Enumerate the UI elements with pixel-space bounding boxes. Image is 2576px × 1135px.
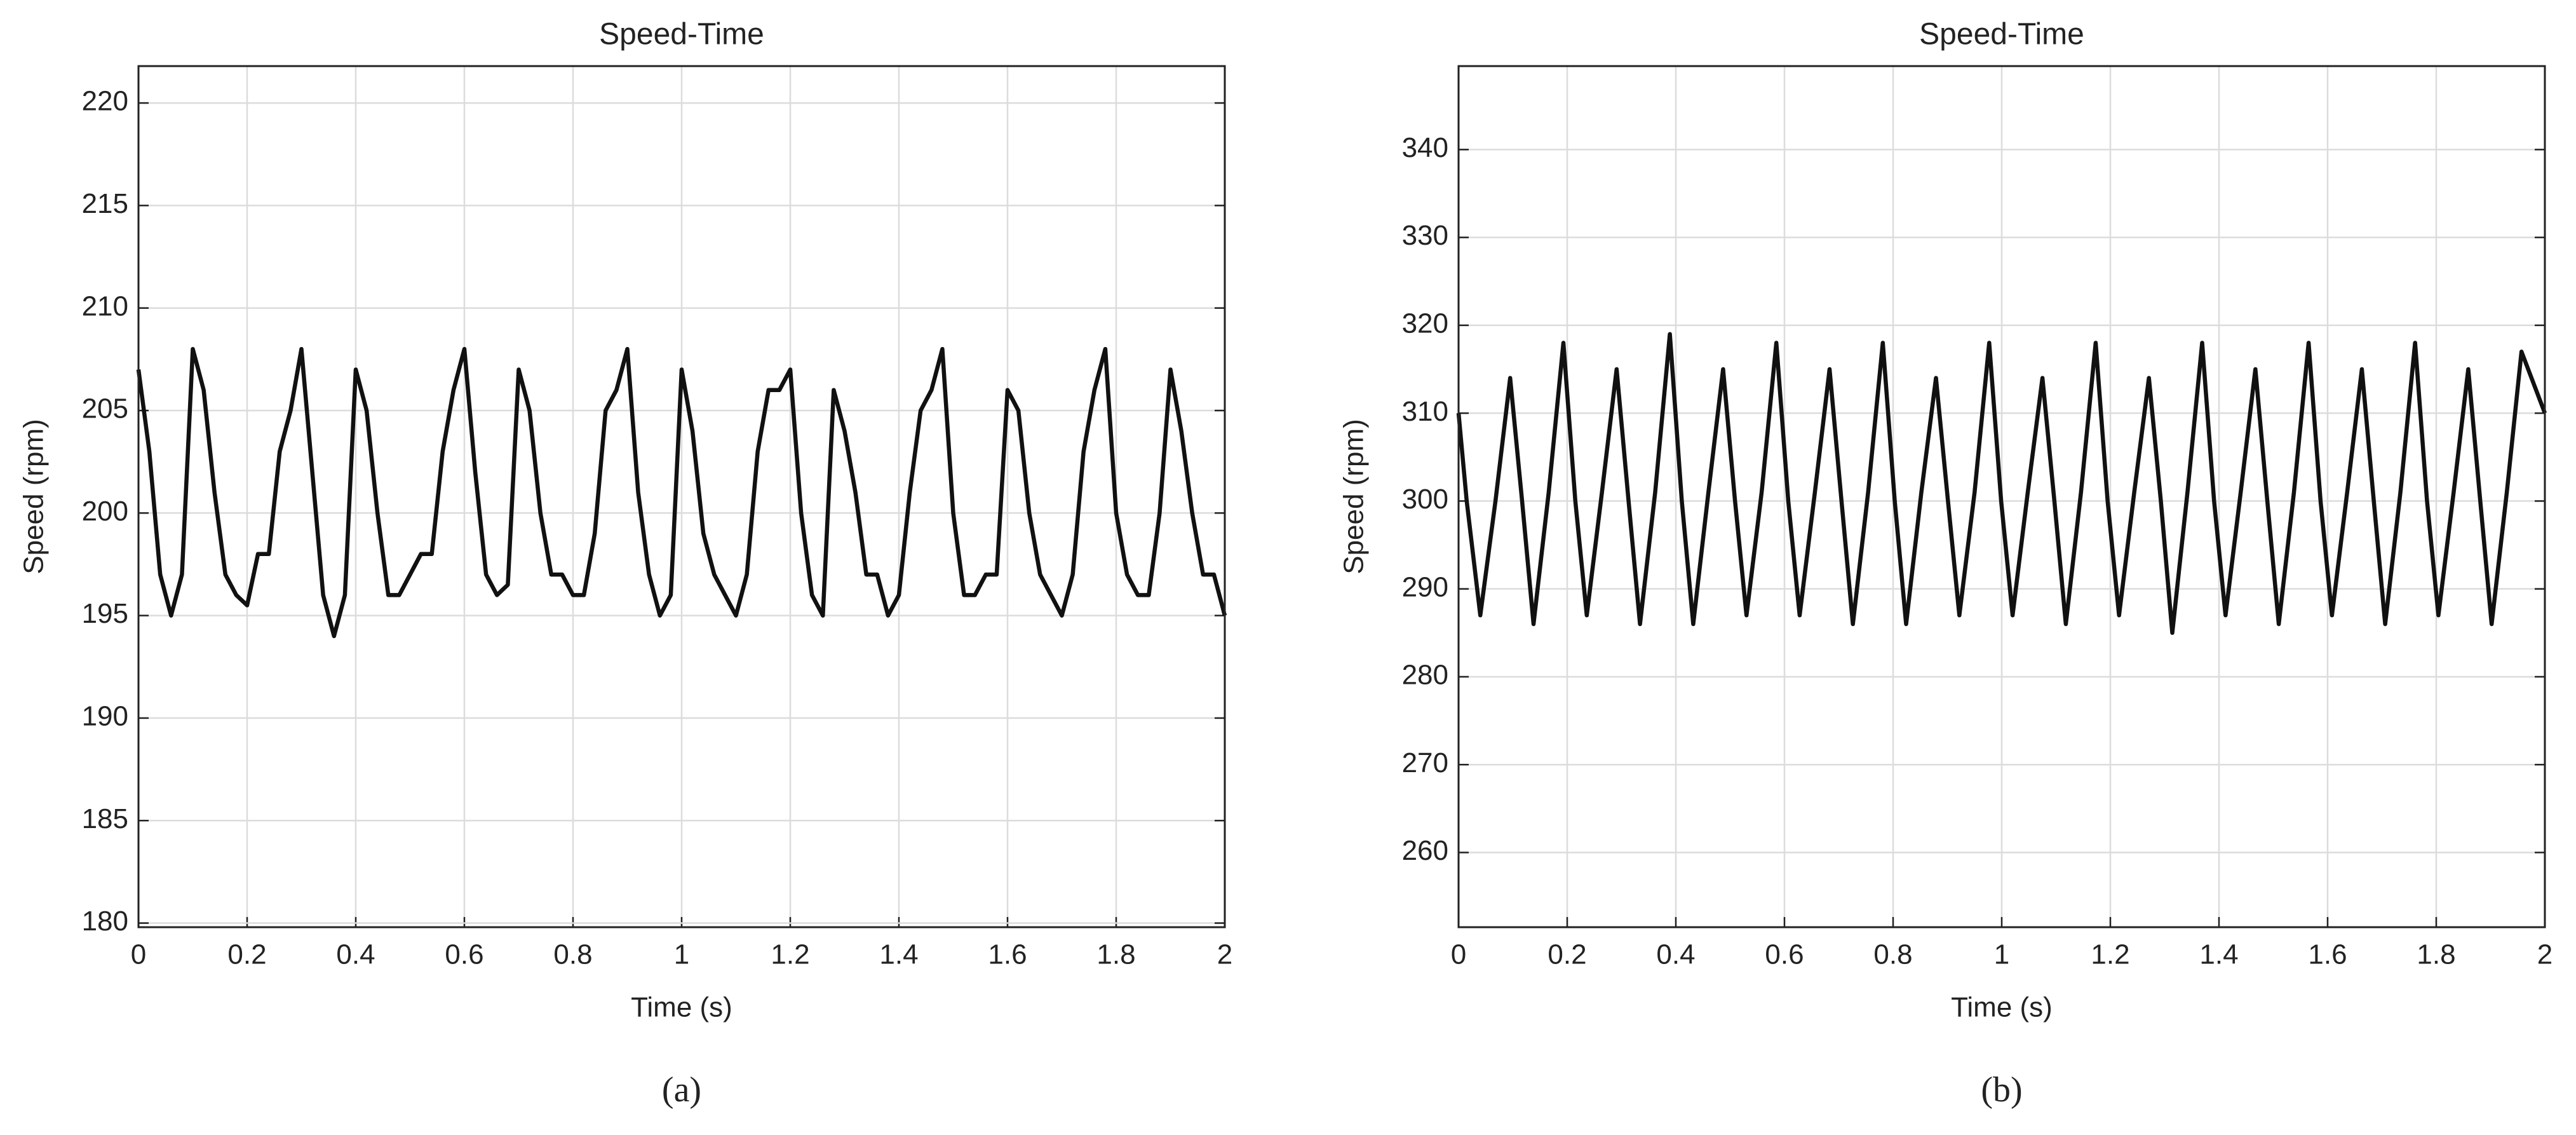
chart-title: Speed-Time (1919, 18, 2084, 51)
x-tick-label: 1.2 (2091, 939, 2129, 970)
x-axis-label: Time (s) (1951, 992, 2053, 1023)
speed-line (136, 346, 1227, 639)
x-tick-label: 1.8 (1096, 939, 1135, 970)
x-tick-label: 0.8 (553, 939, 592, 970)
axes-box (137, 65, 1226, 928)
x-tick-label: 0.2 (227, 939, 266, 970)
y-tick-label: 260 (1402, 835, 1448, 866)
x-tick-label: 0.4 (1656, 939, 1695, 970)
y-tick-label: 300 (1402, 484, 1448, 515)
x-tick-label: 2 (1217, 939, 1232, 970)
x-tick-label: 1.6 (2308, 939, 2347, 970)
caption: (b) (1981, 1070, 2022, 1110)
y-tick-label: 220 (82, 86, 128, 117)
axes-box (1457, 65, 2546, 928)
y-tick-label: 320 (1402, 308, 1448, 339)
caption: (a) (662, 1070, 701, 1110)
y-tick-label: 310 (1402, 396, 1448, 427)
x-tick-label: 0 (1451, 939, 1466, 970)
y-tick-label: 205 (82, 393, 128, 425)
x-tick-label: 0.4 (336, 939, 375, 970)
x-tick-label: 0.6 (445, 939, 483, 970)
x-axis-label: Time (s) (631, 992, 732, 1023)
x-tick-label: 1.8 (2417, 939, 2455, 970)
x-tick-label: 1.2 (771, 939, 809, 970)
x-tick-label: 0.6 (1765, 939, 1804, 970)
y-tick-label: 340 (1402, 132, 1448, 163)
y-axis-label: Speed (rpm) (1339, 419, 1370, 574)
x-tick-label: 0.8 (1873, 939, 1912, 970)
y-tick-label: 180 (82, 906, 128, 937)
x-tick-label: 1.6 (988, 939, 1027, 970)
y-tick-label: 185 (82, 803, 128, 834)
y-tick-label: 195 (82, 598, 128, 629)
x-tick-label: 1 (674, 939, 689, 970)
x-tick-label: 0 (131, 939, 146, 970)
y-tick-label: 270 (1402, 747, 1448, 778)
x-tick-label: 1.4 (879, 939, 918, 970)
y-tick-label: 210 (82, 290, 128, 322)
y-tick-label: 190 (82, 701, 128, 732)
y-tick-label: 200 (82, 496, 128, 527)
y-tick-label: 290 (1402, 571, 1448, 602)
y-tick-label: 330 (1402, 220, 1448, 251)
y-axis-label: Speed (rpm) (18, 419, 50, 574)
x-tick-label: 1 (1994, 939, 2009, 970)
y-tick-label: 215 (82, 188, 128, 219)
x-tick-label: 0.2 (1548, 939, 1586, 970)
speed-line (1456, 332, 2547, 635)
chart-title: Speed-Time (599, 18, 764, 51)
x-tick-label: 1.4 (2199, 939, 2238, 970)
x-tick-label: 2 (2537, 939, 2552, 970)
y-tick-label: 280 (1402, 660, 1448, 691)
